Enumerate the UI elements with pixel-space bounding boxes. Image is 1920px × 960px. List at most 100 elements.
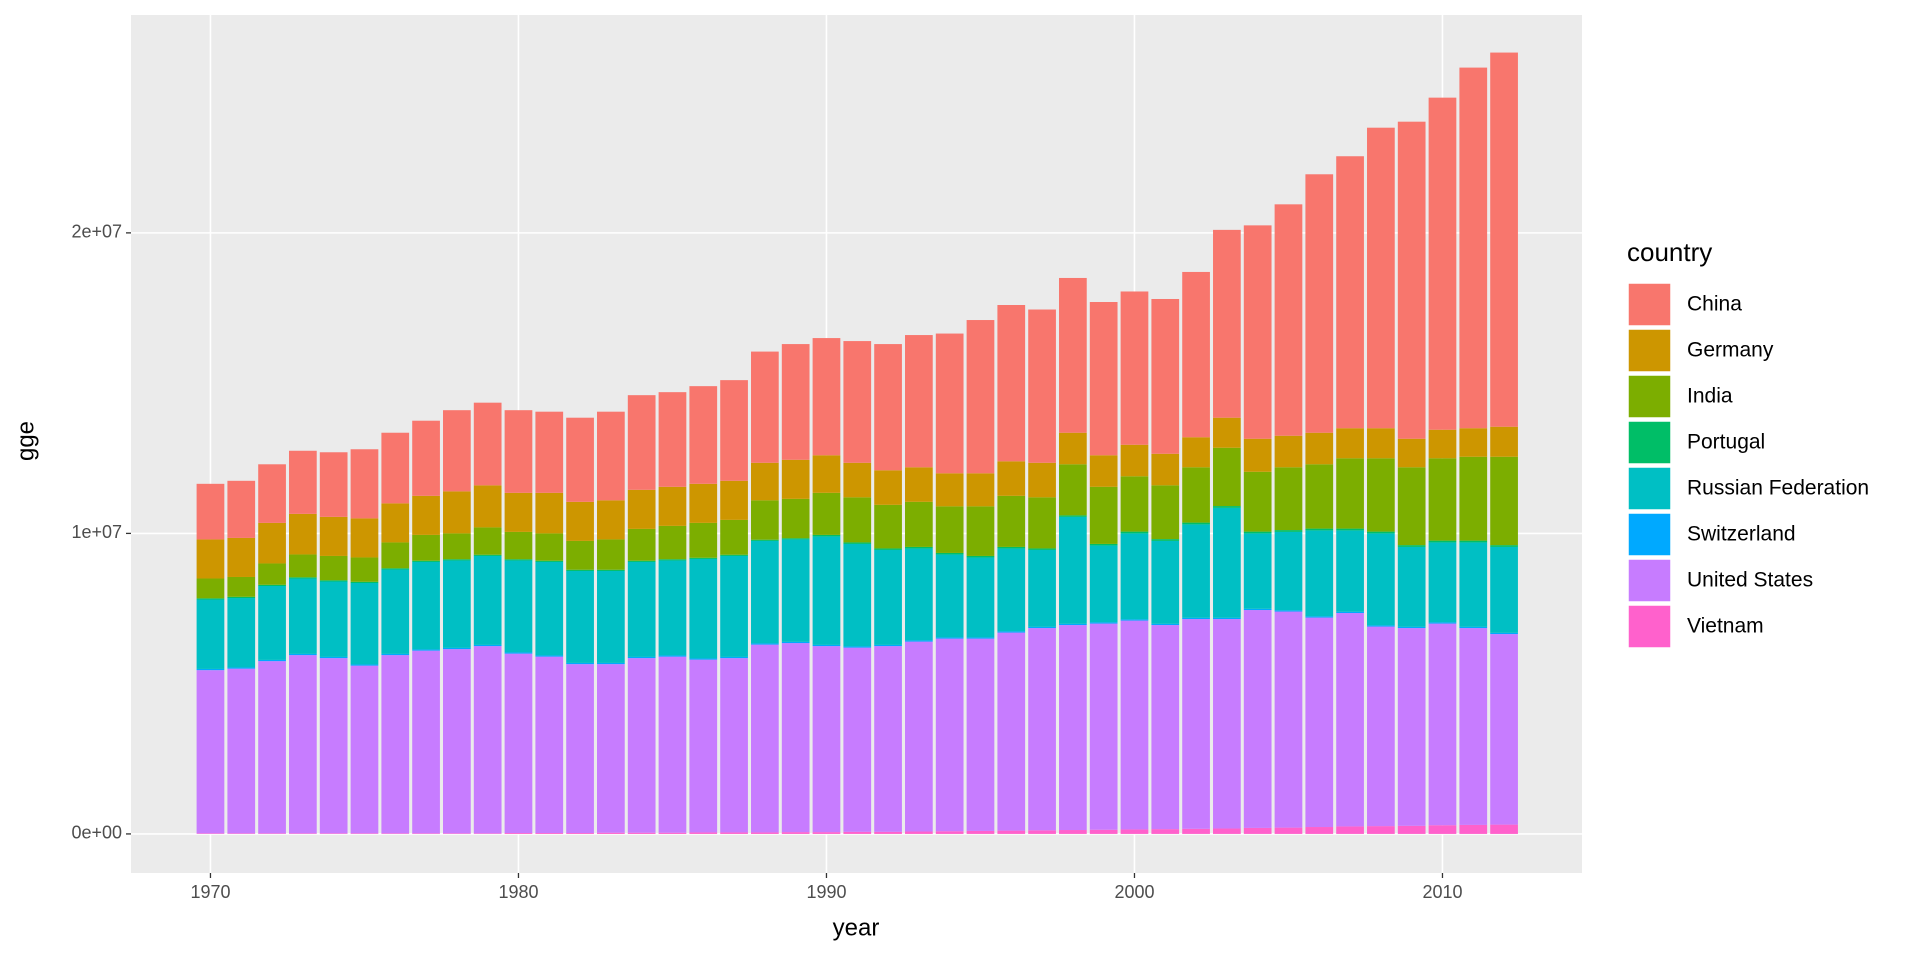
bar-segment [597, 570, 625, 663]
bar-segment [966, 638, 995, 831]
bar-segment [227, 668, 256, 834]
bar-segment [597, 539, 625, 570]
bar-segment [812, 492, 841, 535]
bar-segment [412, 650, 440, 834]
bar-segment [1490, 824, 1518, 834]
bar-segment [1459, 628, 1488, 825]
bar-segment [1120, 533, 1149, 620]
bar-segment [874, 470, 902, 505]
bar-segment [350, 581, 379, 583]
bar-segment [812, 646, 841, 833]
bar-segment [1059, 625, 1087, 831]
bar-segment [597, 664, 625, 833]
bar-segment [1182, 828, 1210, 834]
bar-segment [350, 833, 379, 834]
bar-segment [1089, 455, 1118, 487]
bar-segment [1397, 121, 1426, 439]
bar-segment [843, 497, 872, 543]
bar-segment [1305, 174, 1334, 433]
bar-segment [720, 555, 748, 657]
bar-segment [443, 410, 471, 492]
bar-segment [227, 480, 256, 538]
bar-segment [258, 563, 286, 585]
bar-segment [381, 569, 410, 654]
bar-segment [289, 554, 317, 578]
bar-segment [1059, 830, 1087, 834]
bar-segment [874, 549, 902, 645]
bar-segment [1336, 613, 1364, 827]
bar-segment [1397, 545, 1426, 547]
bar-segment [597, 569, 625, 571]
bar-segment [473, 644, 502, 647]
bar-segment [535, 533, 564, 561]
bar-segment [1397, 438, 1426, 468]
bar-segment [1336, 530, 1364, 612]
bar-segment [566, 662, 594, 665]
bar-segment [966, 557, 995, 638]
bar-segment [843, 831, 872, 834]
bar-segment [781, 498, 810, 539]
bar-segment [1182, 437, 1210, 468]
bar-segment [289, 450, 317, 514]
bar-segment [1089, 622, 1118, 624]
bar-segment [504, 410, 533, 493]
bar-segment [1336, 611, 1364, 614]
bar-segment [1243, 608, 1272, 611]
legend-key [1627, 420, 1672, 465]
bar-segment [443, 491, 471, 534]
bar-segment [997, 495, 1026, 547]
bar-segment [443, 833, 471, 834]
bar-segment [1028, 626, 1056, 629]
bar-segment [473, 527, 502, 555]
bar-segment [289, 833, 317, 834]
bar-segment [1213, 506, 1241, 508]
bar-segment [1182, 522, 1210, 525]
bar-segment [781, 459, 810, 499]
bar-segment [1120, 620, 1149, 830]
bar-segment [473, 833, 502, 834]
bar-segment [1490, 456, 1518, 546]
bar-segment [658, 832, 687, 834]
bar-segment [1428, 429, 1457, 459]
bar-segment [689, 659, 718, 833]
bar-segment [289, 578, 317, 654]
bar-segment [258, 584, 286, 586]
bar-segment [874, 504, 902, 549]
bar-segment [196, 483, 225, 540]
bar-segment [1120, 291, 1149, 445]
legend-key [1627, 604, 1672, 649]
bar-segment [935, 554, 964, 638]
bar-segment [196, 833, 225, 834]
bar-segment [751, 500, 779, 540]
bar-segment [412, 534, 440, 561]
bar-segment [504, 560, 533, 653]
bar-segment [1243, 533, 1272, 609]
bar-segment [1213, 447, 1241, 507]
bar-segment [412, 649, 440, 651]
bar-segment [597, 832, 625, 834]
bar-segment [1274, 467, 1303, 531]
legend-label: China [1687, 293, 1742, 316]
bar-segment [1120, 829, 1149, 834]
bar-segment [905, 335, 933, 468]
bar-segment [1028, 309, 1056, 463]
bar-segment [997, 546, 1026, 549]
bar-segment [905, 467, 933, 502]
bar-segment [1274, 827, 1303, 834]
bar-segment [720, 554, 748, 556]
bar-segment [689, 558, 718, 659]
bar-segment [689, 557, 718, 559]
legend-key [1627, 282, 1672, 327]
bar-segment [196, 670, 225, 834]
bar-segment [751, 644, 779, 833]
bar-segment [319, 833, 348, 834]
bar-segment [997, 830, 1026, 834]
bar-segment [1367, 626, 1395, 827]
bar-segment [504, 559, 533, 561]
bar-segment [1459, 542, 1488, 627]
bar-segment [504, 531, 533, 560]
bar-segment [751, 351, 779, 463]
legend-label: India [1687, 385, 1733, 408]
bar-segment [935, 638, 964, 832]
